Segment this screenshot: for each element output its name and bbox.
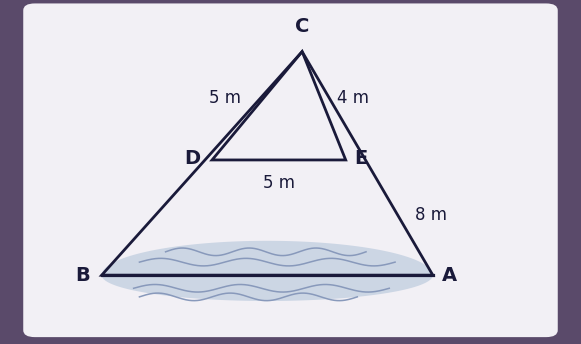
- Text: C: C: [295, 17, 309, 36]
- Text: E: E: [354, 149, 368, 168]
- Text: 5 m: 5 m: [209, 89, 241, 107]
- FancyBboxPatch shape: [23, 3, 558, 337]
- Polygon shape: [102, 241, 433, 301]
- Text: A: A: [442, 266, 457, 285]
- Text: D: D: [184, 149, 200, 168]
- Text: 8 m: 8 m: [415, 206, 447, 224]
- Text: 5 m: 5 m: [263, 174, 295, 192]
- Text: B: B: [76, 266, 90, 285]
- Text: 4 m: 4 m: [337, 89, 369, 107]
